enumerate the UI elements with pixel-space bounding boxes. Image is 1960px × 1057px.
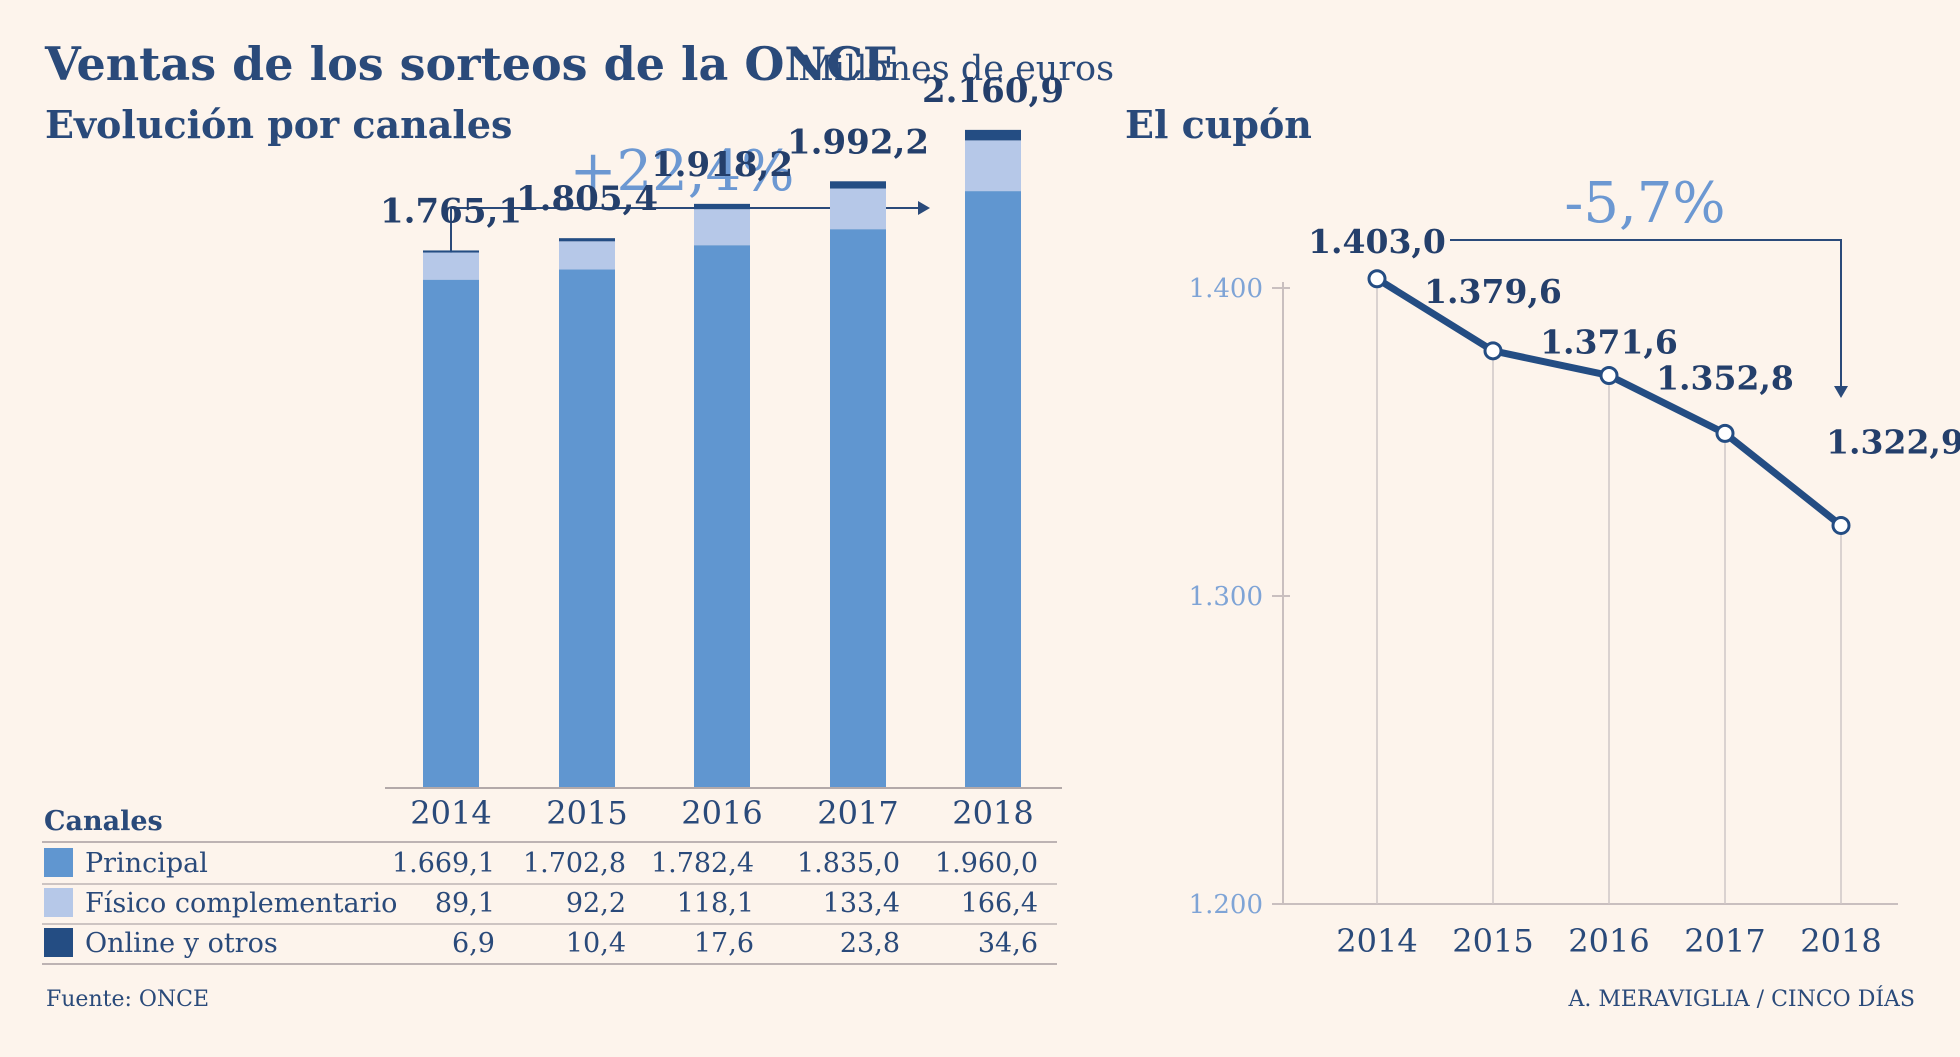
line-chart-title: El cupón (1125, 102, 1312, 147)
bar-series-group: 1.765,11.805,41.918,21.992,2 2.160,9 (380, 71, 1064, 789)
line-point-label-2015: 1.379,6 (1424, 272, 1562, 311)
bar-2015-seg-1 (559, 241, 615, 270)
table-cell-1-3: 133,4 (823, 888, 900, 919)
data-table: Canales Principal 1.669,1 1.702,8 1.782,4 1.… (42, 806, 1057, 965)
line-point-2014 (1367, 269, 1387, 289)
bar-2017-seg-0 (830, 229, 886, 789)
table-cell-0-3: 1.835,0 (797, 848, 900, 879)
line-ytick-label-0: 1.200 (1189, 890, 1263, 920)
legend-swatch-0 (44, 848, 73, 877)
bar-2016-seg-1 (694, 209, 750, 246)
chart-title: Ventas de los sorteos de la ONCE (44, 37, 898, 91)
bar-year-label-2017: 2017 (817, 794, 898, 832)
bar-year-label-2018: 2018 (952, 794, 1033, 832)
line-point-label-2016: 1.371,6 (1540, 322, 1678, 361)
table-cell-1-1: 92,2 (566, 888, 626, 919)
table-cell-0-0: 1.669,1 (392, 848, 495, 879)
table-cell-1-2: 118,1 (677, 888, 754, 919)
table-cell-2-2: 17,6 (694, 928, 754, 959)
line-year-label-2014: 2014 (1336, 922, 1417, 960)
line-year-label-2016: 2016 (1568, 922, 1649, 960)
bar-2016-seg-2 (694, 203, 750, 210)
bar-year-label-2014: 2014 (410, 794, 491, 832)
bar-growth-bracket (450, 207, 918, 268)
line-series-group: 1.403,0 1.379,6 1.371,61.352,8 1.322,9 (1308, 222, 1960, 535)
line-ytick-label-2: 1.400 (1189, 274, 1263, 304)
line-axes: 1.200 1.300 1.400 2014 2015 2016 2017 2018 (1189, 274, 1898, 960)
credit-note: A. MERAVIGLIA / CINCO DÍAS (1568, 985, 1915, 1012)
unit-label: Millones de euros (798, 49, 1114, 89)
table-header: Canales (44, 806, 163, 837)
source-note: Fuente: ONCE (46, 987, 209, 1012)
total-label-2015: 1.805,4 (516, 179, 658, 219)
table-cell-2-3: 23,8 (840, 928, 900, 959)
line-ytick-label-1: 1.300 (1189, 582, 1263, 612)
bar-2018-seg-0 (965, 191, 1021, 788)
line-growth-label: -5,7% (1564, 171, 1725, 236)
table-cell-2-0: 6,9 (452, 928, 495, 959)
bar-2017-seg-1 (830, 188, 886, 230)
bar-2014-seg-1 (423, 252, 479, 280)
legend-swatch-1 (44, 888, 73, 917)
table-cell-0-4: 1.960,0 (935, 848, 1038, 879)
table-cell-1-0: 89,1 (435, 888, 495, 919)
bar-2016-seg-0 (694, 245, 750, 789)
line-point-label-2014: 1.403,0 (1308, 222, 1446, 261)
total-label-2018: 2.160,9 (922, 71, 1064, 111)
bar-2015-seg-0 (559, 269, 615, 788)
table-series-name-1: Físico complementario (85, 888, 397, 919)
line-growth-arrowhead (1834, 386, 1848, 398)
line-point-2017 (1715, 423, 1735, 443)
bar-growth-label: +22,4% (570, 139, 795, 204)
line-growth-annotation: -5,7% (1450, 171, 1848, 398)
line-year-label-2018: 2018 (1800, 922, 1881, 960)
bar-2014-seg-0 (423, 279, 479, 788)
bar-2017-seg-2 (830, 181, 886, 189)
table-cell-2-4: 34,6 (978, 928, 1038, 959)
bar-growth-arrowhead (918, 201, 930, 215)
bar-year-label-2015: 2015 (546, 794, 627, 832)
bar-2018-seg-2 (965, 129, 1021, 141)
line-point-label-2017: 1.352,8 (1656, 358, 1794, 397)
bar-2018-seg-1 (965, 140, 1021, 192)
table-cell-2-1: 10,4 (566, 928, 626, 959)
table-cell-0-1: 1.702,8 (523, 848, 626, 879)
bar-2015-seg-2 (559, 238, 615, 242)
total-label-2016: 1.918,2 (651, 145, 793, 185)
line-point-2016 (1599, 365, 1619, 385)
line-year-label-2017: 2017 (1684, 922, 1765, 960)
legend-swatch-2 (44, 928, 73, 957)
table-series-name-2: Online y otros (85, 928, 278, 959)
table-cell-1-4: 166,4 (961, 888, 1038, 919)
bar-year-label-2016: 2016 (681, 794, 762, 832)
line-point-2018 (1831, 515, 1851, 535)
total-label-2017: 1.992,2 (787, 122, 929, 162)
line-growth-bracket (1450, 239, 1842, 386)
table-cell-0-2: 1.782,4 (651, 848, 754, 879)
line-point-label-2018: 1.322,9 (1826, 422, 1960, 461)
bar-growth-annotation: +22,4% (450, 139, 930, 268)
bar-x-axis: 2014 2015 2016 2017 2018 (385, 787, 1062, 832)
bar-chart-title: Evolución por canales (45, 102, 512, 147)
line-point-2015 (1483, 341, 1503, 361)
line-year-label-2015: 2015 (1452, 922, 1533, 960)
bar-2014-seg-2 (423, 250, 479, 253)
total-label-2014: 1.765,1 (380, 191, 522, 231)
table-series-name-0: Principal (85, 848, 208, 879)
